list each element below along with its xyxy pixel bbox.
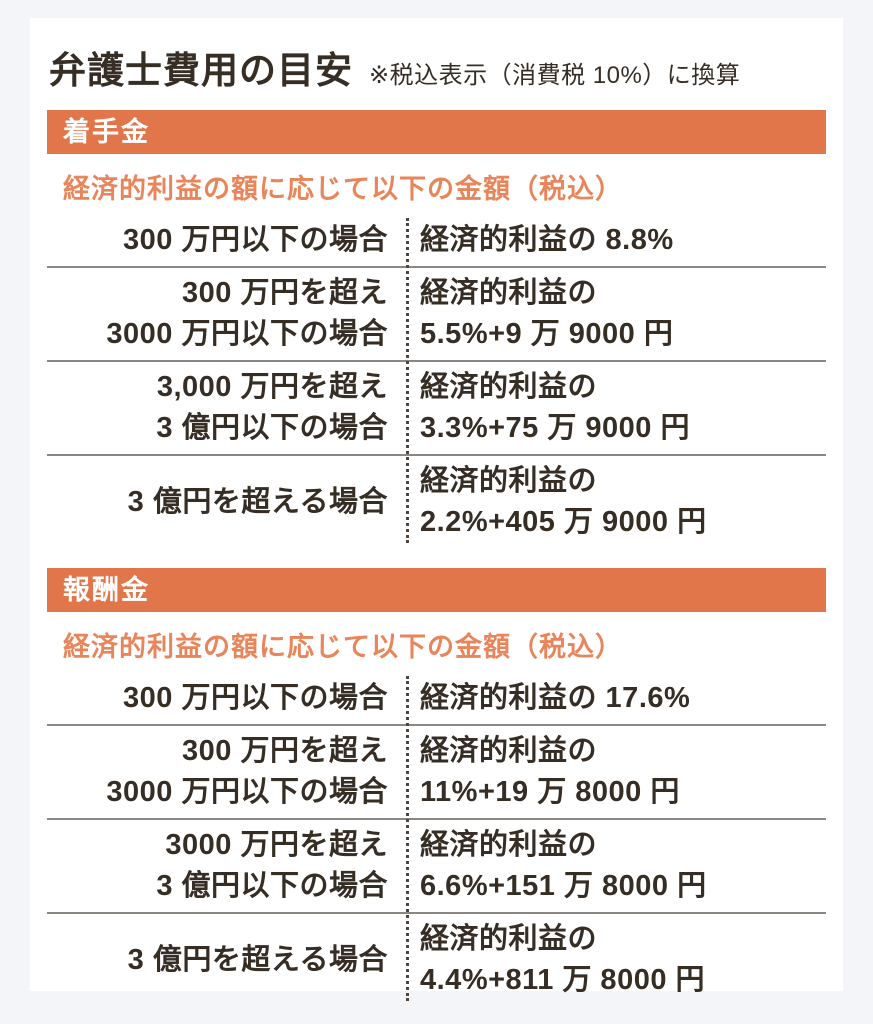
condition-line: 3 億円以下の場合 [156,870,388,902]
condition-cell: 300 万円を超え 3000 万円以下の場合 [47,273,406,355]
title-row: 弁護士費用の目安 ※税込表示（消費税 10%）に換算 [49,40,826,94]
fee-line: 経済的利益の [420,465,598,497]
fee-cell: 経済的利益の 4.4%+811 万 8000 円 [406,919,826,1001]
condition-cell: 3000 万円を超え 3 億円以下の場合 [47,825,406,907]
condition-line: 3000 万円以下の場合 [106,776,388,808]
table-row: 300 万円以下の場合 経済的利益の 17.6% [47,673,826,724]
fee-line: 経済的利益の 17.6% [420,682,691,714]
page-title: 弁護士費用の目安 [49,50,353,91]
fee-cell: 経済的利益の 5.5%+9 万 9000 円 [406,273,826,355]
fee-line: 経済的利益の [420,829,598,861]
fee-line: 経済的利益の [420,277,598,309]
condition-line: 3 億円を超える場合 [127,943,388,976]
fee-guide-card: 弁護士費用の目安 ※税込表示（消費税 10%）に換算 着手金経済的利益の額に応じ… [30,18,843,1001]
fee-line: 3.3%+75 万 9000 円 [420,412,690,444]
table-row: 3 億円を超える場合 経済的利益の 4.4%+811 万 8000 円 [47,912,826,1006]
table-row: 3,000 万円を超え 3 億円以下の場合 経済的利益の 3.3%+75 万 9000… [47,360,826,454]
fee-line: 4.4%+811 万 8000 円 [420,964,706,996]
fee-cell: 経済的利益の 11%+19 万 8000 円 [406,731,826,813]
fee-line: 経済的利益の [420,923,598,955]
condition-cell: 300 万円以下の場合 [47,678,406,719]
column-divider-dotted [406,676,409,1001]
fee-line: 11%+19 万 8000 円 [420,776,680,808]
condition-line: 300 万円以下の場合 [123,682,388,714]
fee-line: 5.5%+9 万 9000 円 [420,318,674,350]
condition-line: 300 万円以下の場合 [123,224,388,256]
card-content: 弁護士費用の目安 ※税込表示（消費税 10%）に換算 着手金経済的利益の額に応じ… [30,18,843,1006]
fee-cell: 経済的利益の 3.3%+75 万 9000 円 [406,367,826,449]
section-subtitle: 経済的利益の額に応じて以下の金額（税込） [63,632,623,662]
fee-line: 経済的利益の 8.8% [420,224,674,256]
fee-table: 300 万円以下の場合 経済的利益の 8.8% 300 万円を超え 3000 万円以下… [47,215,826,548]
fee-cell: 経済的利益の 2.2%+405 万 9000 円 [406,461,826,543]
condition-cell: 3 億円を超える場合 [47,482,406,523]
section-header-bar: 報酬金 [47,568,826,612]
table-row: 300 万円を超え 3000 万円以下の場合 経済的利益の 5.5%+9 万 9000… [47,266,826,360]
condition-line: 3000 万円以下の場合 [106,318,388,350]
condition-line: 3,000 万円を超え [156,371,388,403]
fee-table: 300 万円以下の場合 経済的利益の 17.6% 300 万円を超え 3000 万円以… [47,673,826,1006]
condition-line: 300 万円を超え [182,735,388,767]
condition-line: 3000 万円を超え [165,829,388,861]
condition-cell: 300 万円以下の場合 [47,220,406,261]
condition-cell: 300 万円を超え 3000 万円以下の場合 [47,731,406,813]
fee-line: 経済的利益の [420,371,598,403]
condition-cell: 3 億円を超える場合 [47,940,406,981]
fee-cell: 経済的利益の 17.6% [406,678,826,719]
section-subtitle: 経済的利益の額に応じて以下の金額（税込） [63,174,623,204]
fee-line: 6.6%+151 万 8000 円 [420,870,707,902]
table-row: 300 万円を超え 3000 万円以下の場合 経済的利益の 11%+19 万 8000… [47,724,826,818]
condition-line: 3 億円以下の場合 [156,412,388,444]
condition-line: 300 万円を超え [182,277,388,309]
table-row: 3 億円を超える場合 経済的利益の 2.2%+405 万 9000 円 [47,454,826,548]
condition-cell: 3,000 万円を超え 3 億円以下の場合 [47,367,406,449]
fee-line: 経済的利益の [420,735,598,767]
section-header-bar: 着手金 [47,110,826,154]
table-row: 300 万円以下の場合 経済的利益の 8.8% [47,215,826,266]
fee-cell: 経済的利益の 8.8% [406,220,826,261]
fee-section: 着手金 経済的利益の額に応じて以下の金額（税込） 300 万円以下の場合 経済的利益の… [47,110,826,548]
tax-note: ※税込表示（消費税 10%）に換算 [369,62,741,89]
fee-section: 報酬金 経済的利益の額に応じて以下の金額（税込） 300 万円以下の場合 経済的利益の… [47,568,826,1006]
fee-cell: 経済的利益の 6.6%+151 万 8000 円 [406,825,826,907]
column-divider-dotted [406,218,409,543]
fee-sections: 着手金 経済的利益の額に応じて以下の金額（税込） 300 万円以下の場合 経済的利益の… [47,110,826,1006]
fee-line: 2.2%+405 万 9000 円 [420,506,707,538]
condition-line: 3 億円を超える場合 [127,485,388,518]
table-row: 3000 万円を超え 3 億円以下の場合 経済的利益の 6.6%+151 万 8000… [47,818,826,912]
